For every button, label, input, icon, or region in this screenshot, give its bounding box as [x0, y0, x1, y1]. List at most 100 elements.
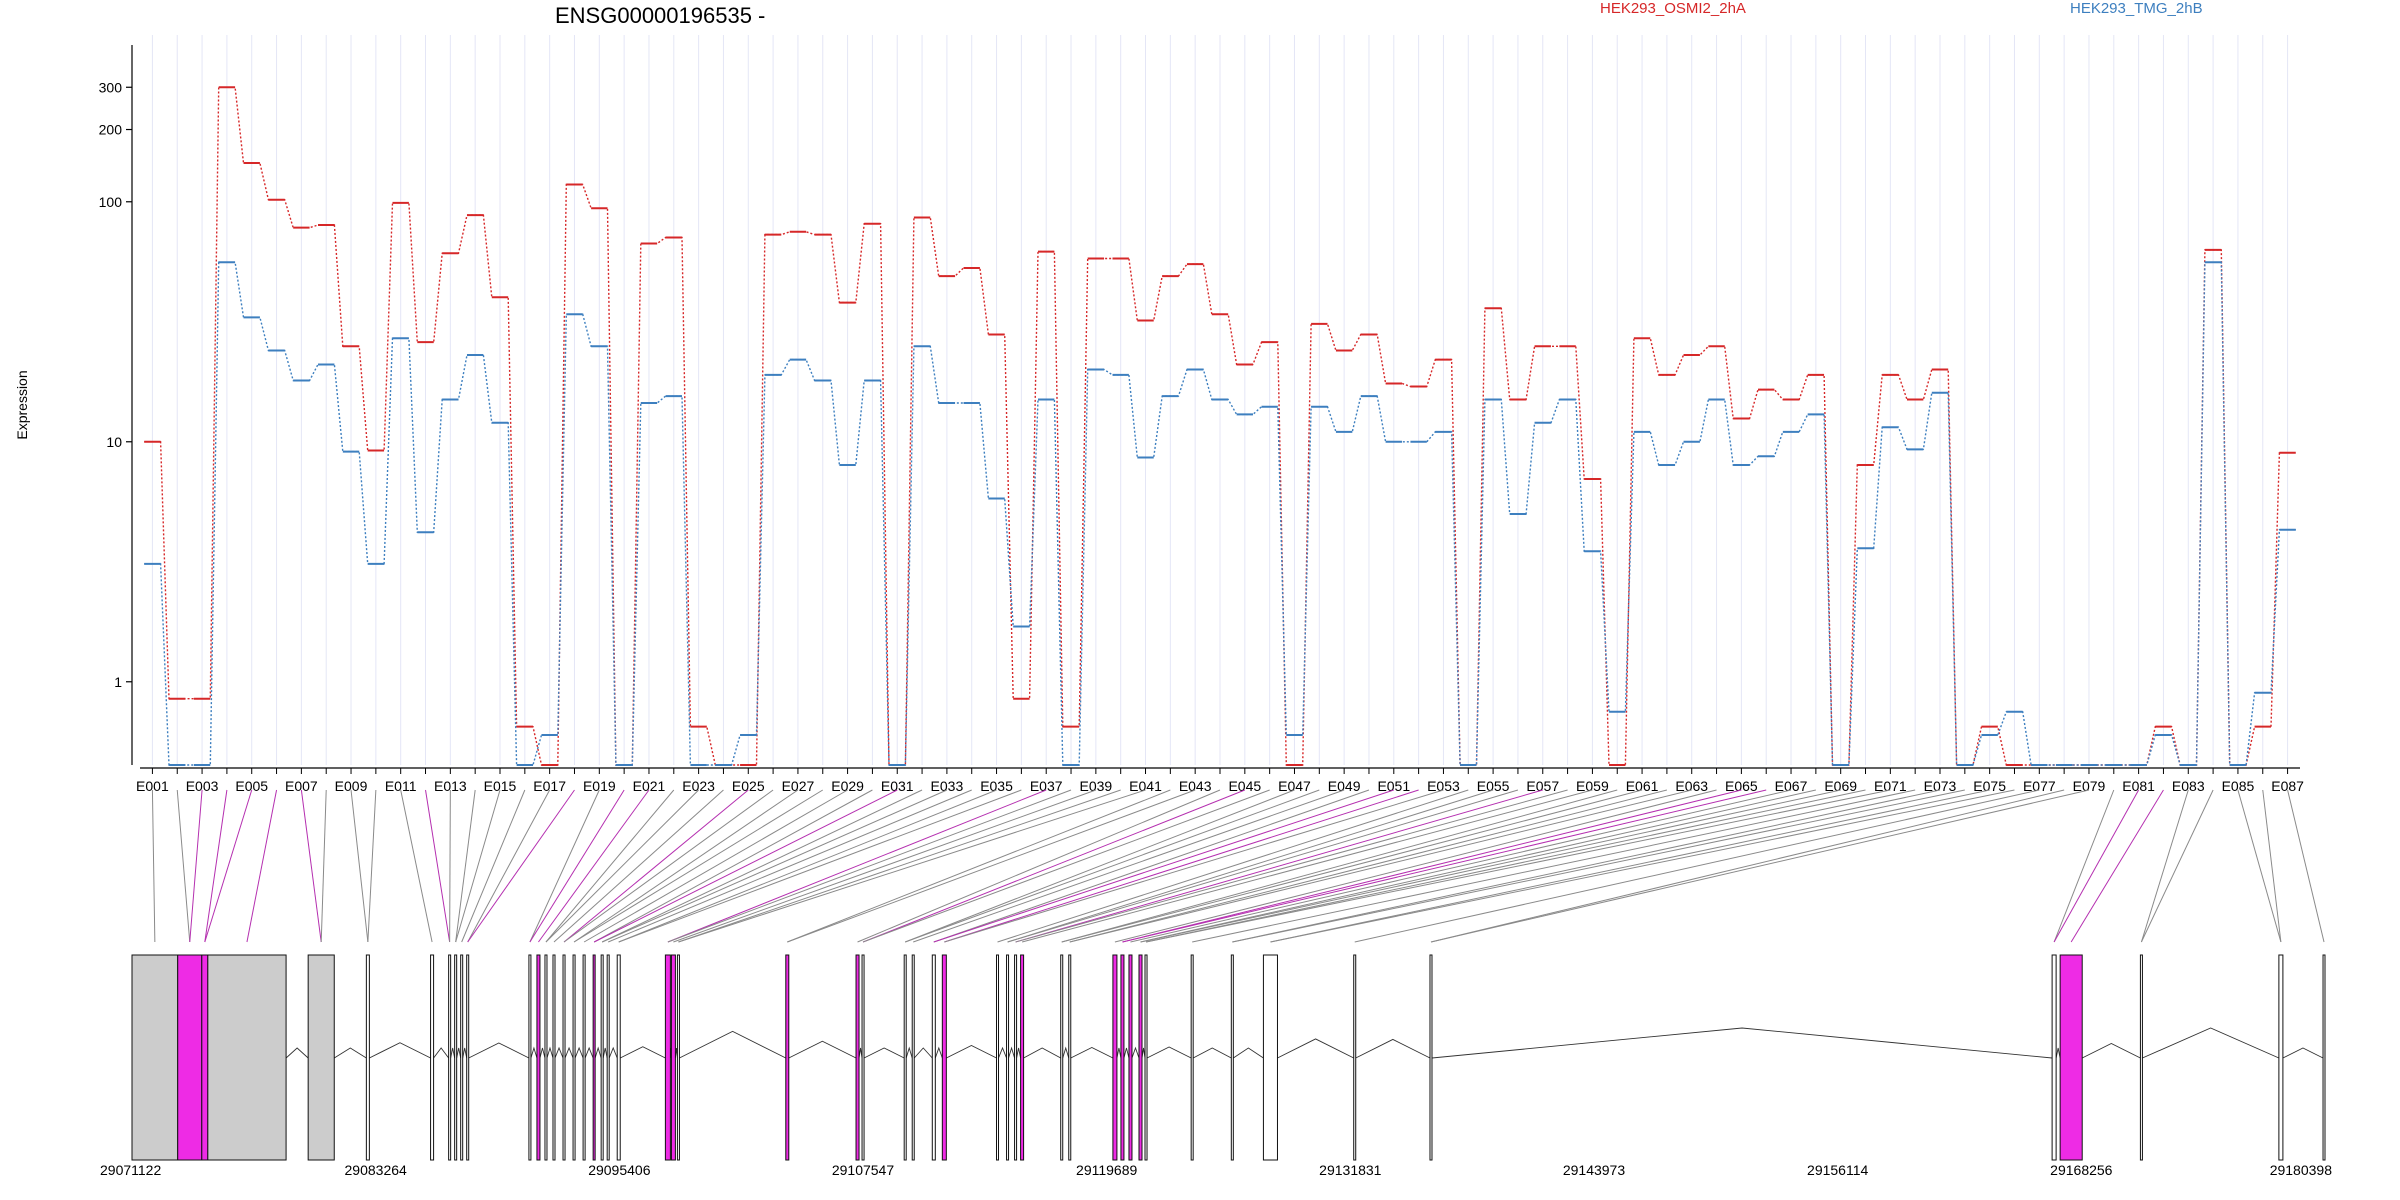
exon-connector [1114, 789, 1717, 943]
gene-exon [528, 954, 532, 1161]
exon-connector [913, 789, 1345, 943]
exon-connector [573, 789, 824, 943]
exon-connector [1015, 789, 1543, 943]
genomic-tick-label: 29119689 [1076, 1162, 1137, 1178]
gene-exon [201, 954, 209, 1161]
gene-exon [2051, 954, 2057, 1161]
exon-connector [1007, 789, 1494, 943]
intron-line [468, 1042, 530, 1059]
exon-connector [1122, 789, 1767, 943]
exon-connector [1122, 789, 1742, 943]
gene-exon [552, 954, 556, 1161]
gene-exon [365, 954, 370, 1161]
intron-line [369, 1042, 431, 1059]
exon-label: E037 [1030, 778, 1063, 794]
intron-line [2282, 1047, 2324, 1059]
exon-connector [1430, 789, 2090, 943]
genomic-tick-label: 29071122 [100, 1162, 161, 1178]
gene-exon [1120, 954, 1125, 1161]
exon-label: E005 [235, 778, 268, 794]
exon-connector [189, 789, 203, 943]
exon-label: E035 [980, 778, 1013, 794]
exon-connector [678, 789, 1146, 943]
exon-connector [667, 789, 1072, 943]
exon-label: E011 [385, 778, 417, 794]
gene-exon [996, 954, 1000, 1161]
exon-label: E041 [1129, 778, 1162, 794]
genomic-tick-label: 29083264 [345, 1162, 408, 1178]
exon-connector [787, 789, 1171, 943]
exon-connector [857, 789, 1221, 943]
exon-connector [1021, 789, 1593, 943]
exon-connector [1270, 789, 2015, 943]
exon-connector [400, 789, 433, 943]
exon-connector [905, 789, 1320, 943]
exon-label: E075 [1973, 778, 2006, 794]
exon-connector [678, 789, 1121, 943]
exon-connector [1145, 789, 1891, 943]
gene-model [131, 954, 2326, 1161]
exon-connector [944, 789, 1444, 943]
intron-line [456, 1047, 462, 1059]
exon-connector [538, 789, 650, 943]
gene-exon [177, 954, 203, 1161]
gene-exon [2139, 954, 2143, 1161]
exon-label: E031 [881, 778, 914, 794]
exon-label: E059 [1576, 778, 1609, 794]
exon-connector [573, 789, 799, 943]
intron-line [594, 1046, 602, 1059]
exon-connector [2140, 789, 2214, 943]
exon-connector [1130, 789, 1792, 943]
exon-connector [151, 789, 156, 943]
intron-line [946, 1044, 997, 1059]
exon-label: E003 [186, 778, 219, 794]
intron-line [450, 1047, 456, 1059]
exon-label: E063 [1675, 778, 1708, 794]
gene-exon [1138, 954, 1143, 1161]
exon-connector [1061, 789, 1618, 943]
intron-line [1070, 1046, 1114, 1059]
intron-line [574, 1046, 584, 1059]
intron-line [554, 1046, 564, 1059]
intron-line [564, 1046, 574, 1059]
exon-connector [997, 789, 1469, 943]
gene-exon [131, 954, 179, 1161]
exon-label: E021 [633, 778, 666, 794]
gene-exon [606, 954, 610, 1161]
intron-line [1431, 1027, 2053, 1059]
gene-exon [1144, 954, 1148, 1161]
intron-line [2142, 1027, 2280, 1059]
exon-connector [1061, 789, 1643, 943]
intron-line [913, 1047, 933, 1059]
genomic-coordinate-axis: 29071122 29083264 29095406 29107547 29119689… [100, 1162, 2332, 1178]
exon-connector [862, 789, 1270, 943]
exon-label: E013 [434, 778, 467, 794]
exon-connector [300, 789, 322, 943]
exon-connector [204, 789, 253, 943]
exon-label: E077 [2023, 778, 2056, 794]
exon-connector [467, 789, 575, 943]
exon-connector [455, 789, 476, 943]
exon-label: E073 [1924, 778, 1957, 794]
intron-line [2082, 1042, 2141, 1059]
gene-exon [941, 954, 947, 1161]
exon-label: E049 [1328, 778, 1361, 794]
gene-exon [903, 954, 907, 1161]
intron-line [858, 1047, 863, 1059]
gene-exon [572, 954, 576, 1161]
exon-label: E019 [583, 778, 616, 794]
gene-exon [448, 954, 452, 1161]
gene-exon [1230, 954, 1234, 1161]
exon-connector [1232, 789, 1965, 943]
exon-label: E027 [782, 778, 815, 794]
gene-exon [1068, 954, 1072, 1161]
exon-connector [350, 789, 369, 943]
exon-connector [553, 789, 724, 943]
gene-exon [1262, 954, 1278, 1161]
exon-connector [1007, 789, 1519, 943]
exon-connector [905, 789, 1295, 943]
exon-connector [673, 789, 1097, 943]
intron-line [1016, 1047, 1022, 1059]
gene-exon [207, 954, 287, 1161]
gene-exon [670, 954, 676, 1161]
